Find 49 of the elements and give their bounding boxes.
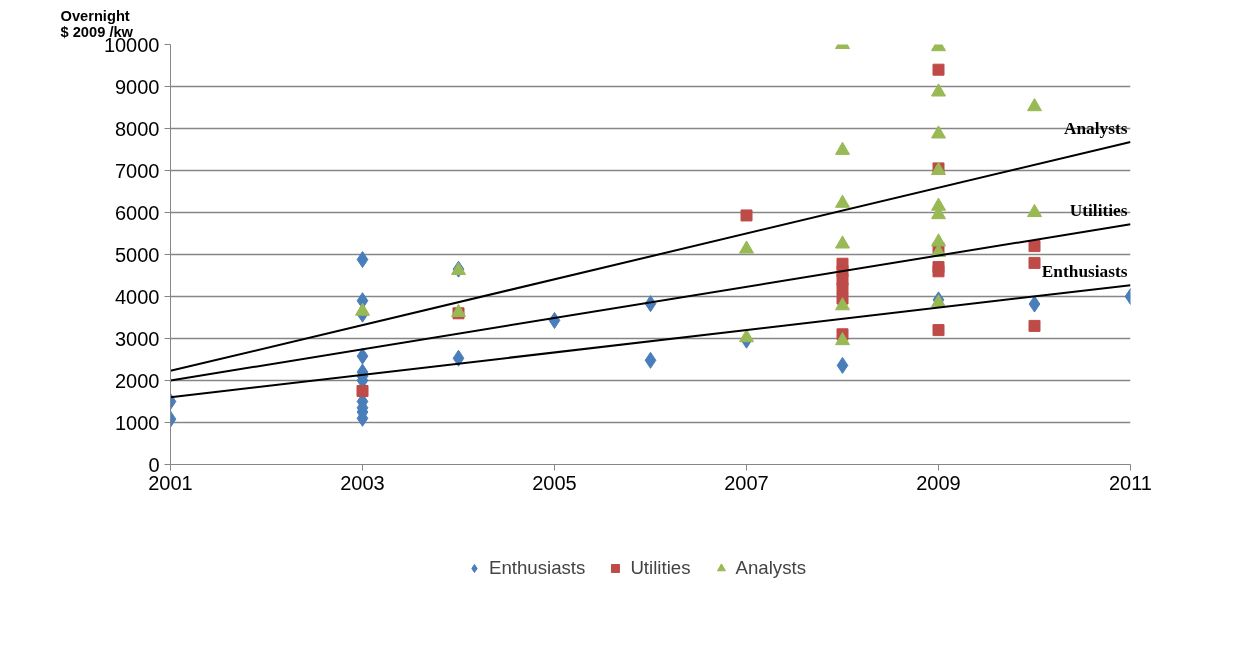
point [451, 303, 466, 317]
x-tick-label: 2003 [340, 471, 385, 494]
point [835, 141, 850, 155]
y-tick-label: 8000 [115, 117, 160, 140]
point [1028, 256, 1041, 269]
point [835, 235, 850, 249]
point [739, 329, 754, 343]
point [931, 125, 946, 139]
point [740, 209, 753, 222]
point [739, 240, 754, 254]
point [356, 385, 369, 397]
point [931, 233, 946, 247]
point [1028, 240, 1041, 253]
y-tick-label: 2000 [115, 369, 160, 392]
point [932, 63, 945, 76]
y-tick-label: 4000 [115, 285, 160, 308]
y-tick-label: 5000 [115, 243, 160, 266]
point [644, 351, 657, 369]
y-tick-label: 7000 [115, 159, 160, 182]
point [1027, 98, 1042, 112]
annotation: Utilities [1069, 201, 1128, 221]
point [355, 302, 370, 316]
y-tick-label: 1000 [115, 411, 160, 434]
annotation: Analysts [1063, 118, 1128, 138]
y-tick-label: 9000 [115, 75, 160, 98]
point [452, 349, 465, 367]
point [1027, 203, 1042, 218]
point [835, 194, 850, 208]
y-tick-label: 6000 [115, 201, 160, 224]
annotation: Enthusiasts [1041, 262, 1128, 282]
point [356, 251, 369, 269]
x-tick-label: 2007 [724, 471, 769, 494]
y-tick-label: 3000 [115, 327, 160, 350]
point [1028, 295, 1041, 313]
point [356, 347, 369, 365]
point [836, 282, 849, 295]
point [932, 324, 945, 337]
point [835, 332, 850, 346]
x-tick-label: 2011 [1109, 471, 1153, 494]
point [1028, 319, 1041, 332]
point [931, 83, 946, 97]
legend-label: Utilities [630, 556, 691, 579]
point [932, 265, 945, 278]
point [836, 356, 849, 374]
x-tick-label: 2005 [532, 471, 577, 494]
point [835, 297, 850, 311]
legend-label: Enthusiasts [488, 556, 586, 579]
legend-label: Analysts [735, 556, 807, 579]
x-tick-label: 2009 [916, 471, 961, 494]
